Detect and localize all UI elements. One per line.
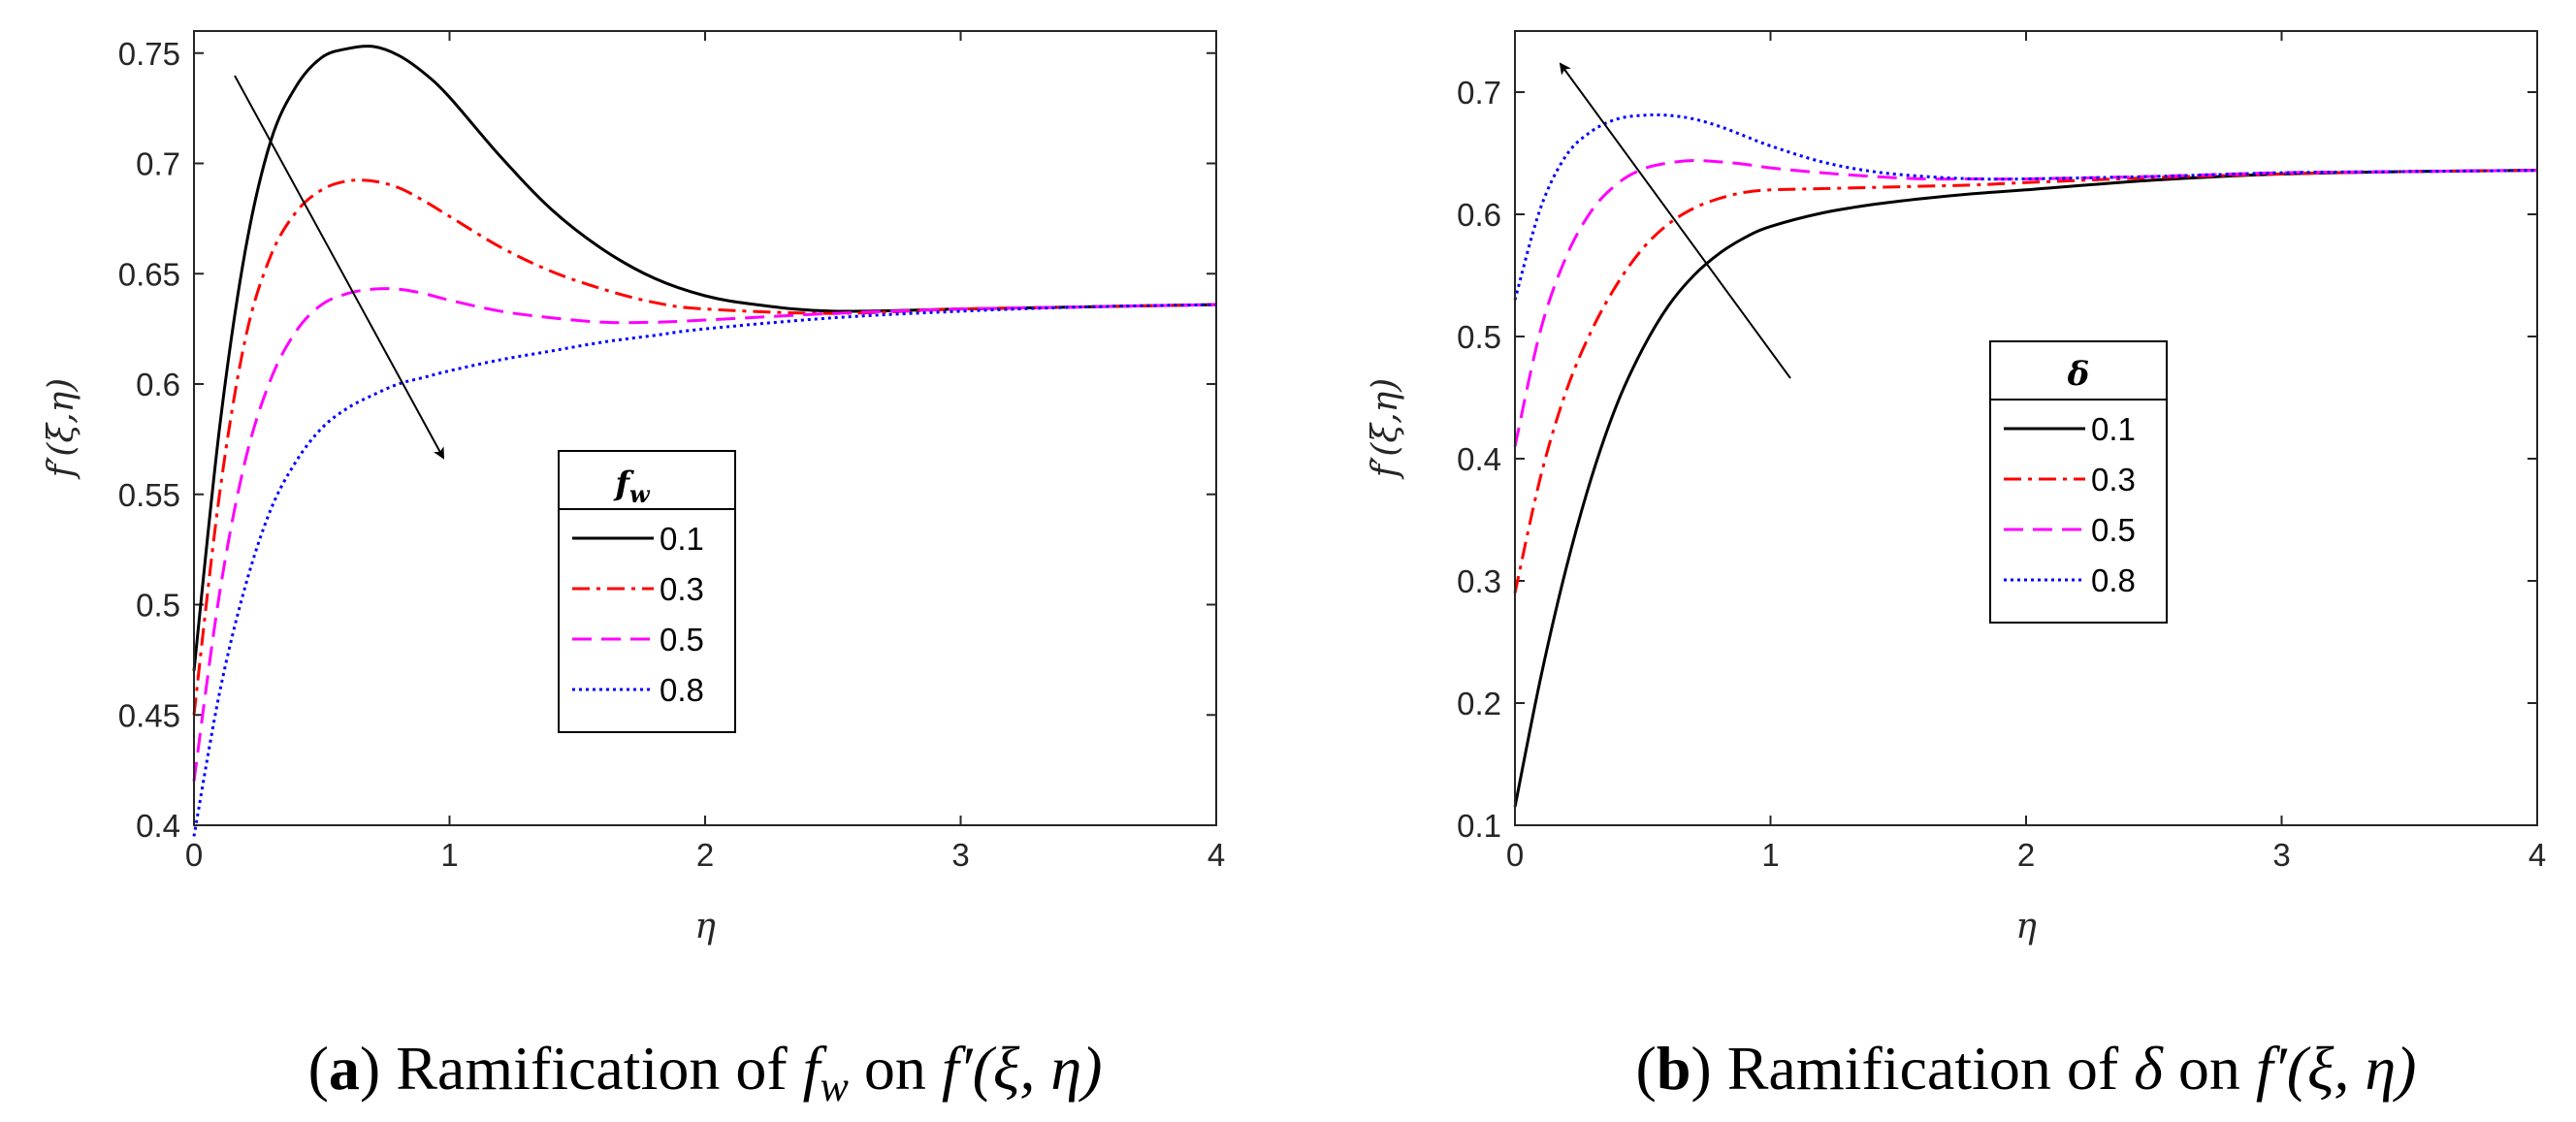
panel-a-legend-label: 0.8 — [660, 672, 704, 708]
panel-a-ytick-label: 0.4 — [136, 808, 180, 844]
panel-a-series-line-0_3 — [192, 178, 1217, 716]
panel-a-series-line-0_1 — [192, 45, 1217, 671]
panel-a-ytick-label: 0.45 — [118, 697, 180, 733]
panel-b-legend-title: δ — [2067, 355, 2090, 394]
panel-b-chart: 0 1 2 3 4 0.1 0.2 0.3 0.4 0.5 0.6 0.7 η f′(ξ,η) δ 0… — [1366, 30, 2546, 946]
panel-a-ylabel: f′(ξ,η) — [42, 378, 81, 480]
panel-b-legend-label: 0.1 — [2091, 411, 2136, 447]
panel-b-legend-label: 0.8 — [2091, 562, 2136, 598]
panel-b-ylabel: f′(ξ,η) — [1366, 378, 1405, 480]
panel-b-legend-label: 0.5 — [2091, 512, 2136, 548]
panel-b-xtick-label: 1 — [1761, 837, 1779, 873]
panel-b-ytick-label: 0.2 — [1457, 686, 1501, 721]
panel-b-xtick-label: 0 — [1506, 837, 1524, 873]
panel-a-axes-box — [193, 30, 1217, 826]
caption-b: (b) Ramification of δ on f′(ξ, η) — [1636, 1034, 2417, 1103]
panel-a-xtick-label: 0 — [185, 837, 203, 873]
panel-a-ytick-label: 0.6 — [136, 367, 180, 402]
panel-a-ytick-label: 0.55 — [118, 477, 180, 513]
panel-b-trend-arrow — [1559, 62, 1791, 379]
panel-b-ytick-label: 0.5 — [1457, 319, 1501, 355]
panel-a-legend-title: fw — [613, 465, 651, 508]
panel-b-ytick-label: 0.6 — [1457, 197, 1501, 233]
panel-b-legend-label: 0.3 — [2091, 462, 2136, 497]
panel-a-xtick-label: 4 — [1208, 837, 1225, 873]
panel-b-series-line-0_8 — [1513, 112, 2538, 301]
panel-b-xtick-label: 3 — [2272, 837, 2290, 873]
panel-a-ytick-label: 0.65 — [118, 256, 180, 292]
panel-a-trend-arrow — [234, 75, 444, 460]
panel-b-xtick-label: 2 — [2017, 837, 2035, 873]
panel-b-axes-box — [1514, 30, 2538, 826]
panel-b-series-line-0_5 — [1513, 159, 2538, 447]
caption-a: (a) Ramification of fw on f′(ξ, η) — [308, 1034, 1103, 1110]
panel-b-ytick-label: 0.3 — [1457, 563, 1501, 599]
panel-a-xtick-label: 1 — [440, 837, 458, 873]
panel-b-ytick-label: 0.4 — [1457, 441, 1501, 477]
panel-a-legend-label: 0.5 — [660, 622, 704, 657]
panel-a-xlabel: η — [694, 907, 716, 946]
panel-b-ytick-label: 0.1 — [1457, 808, 1501, 844]
panel-a-series-line-0_8 — [192, 303, 1217, 837]
panel-a-series-line-0_5 — [192, 287, 1217, 782]
panel-a-xtick-label: 3 — [951, 837, 969, 873]
panel-a-ytick-label: 0.5 — [136, 588, 180, 624]
panel-a-xtick-label: 2 — [696, 837, 714, 873]
panel-a-ytick-label: 0.75 — [118, 36, 180, 72]
panel-b-xlabel: η — [2015, 907, 2037, 946]
panel-a-legend-label: 0.3 — [660, 571, 704, 607]
panel-a-ytick-label: 0.7 — [136, 146, 180, 182]
panel-a-chart: 0 1 2 3 4 0.4 0.45 0.5 0.55 0.6 0.65 0.7 0.75 η f′(ξ… — [42, 30, 1225, 946]
panel-a-legend-label: 0.1 — [660, 521, 704, 557]
panel-b-ytick-label: 0.7 — [1457, 75, 1501, 111]
panel-b-legend: δ 0.1 0.3 0.5 0.8 — [1989, 340, 2168, 624]
panel-b-xtick-label: 4 — [2528, 837, 2546, 873]
panel-a-legend: fw 0.1 0.3 0.5 0.8 — [558, 450, 736, 733]
